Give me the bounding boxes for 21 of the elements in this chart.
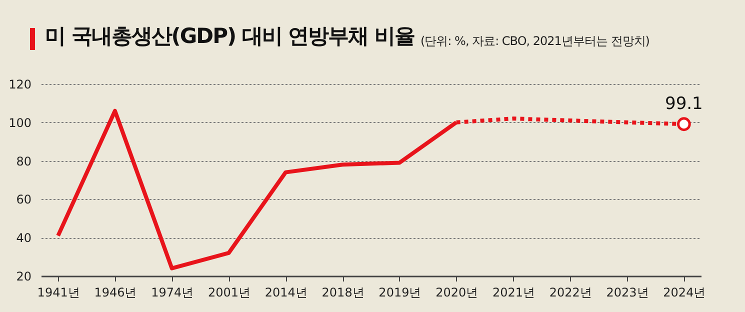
chart-title: 미 국내총생산(GDP) 대비 연방부채 비율 [45, 23, 414, 50]
x-tick-label: 2014년 [264, 286, 308, 300]
x-tick-label: 1941년 [37, 286, 80, 300]
x-tick-label: 1974년 [151, 286, 194, 300]
chart-subtitle: (단위: %, 자료: CBO, 2021년부터는 전망치) [420, 33, 650, 50]
x-tick-label: 1946년 [94, 286, 137, 300]
x-tick-label: 2022년 [549, 286, 592, 300]
y-tick-label: 120 [8, 78, 32, 92]
x-tick-label: 2024년 [663, 286, 706, 300]
y-tick-label: 60 [16, 192, 32, 207]
y-tick-label: 20 [16, 270, 32, 284]
x-tick-label: 2020년 [436, 286, 478, 300]
x-tick-label: 2023년 [606, 286, 649, 300]
data-label: 99.1 [665, 94, 703, 114]
y-tick-label: 100 [8, 116, 32, 130]
x-tick-label: 2021년 [492, 286, 536, 300]
y-tick-label: 40 [16, 231, 32, 246]
x-tick-label: 2018년 [322, 286, 364, 300]
x-tick-label: 2001년 [208, 286, 251, 300]
y-tick-label: 80 [16, 154, 32, 168]
x-tick-label: 2019년 [378, 286, 422, 300]
